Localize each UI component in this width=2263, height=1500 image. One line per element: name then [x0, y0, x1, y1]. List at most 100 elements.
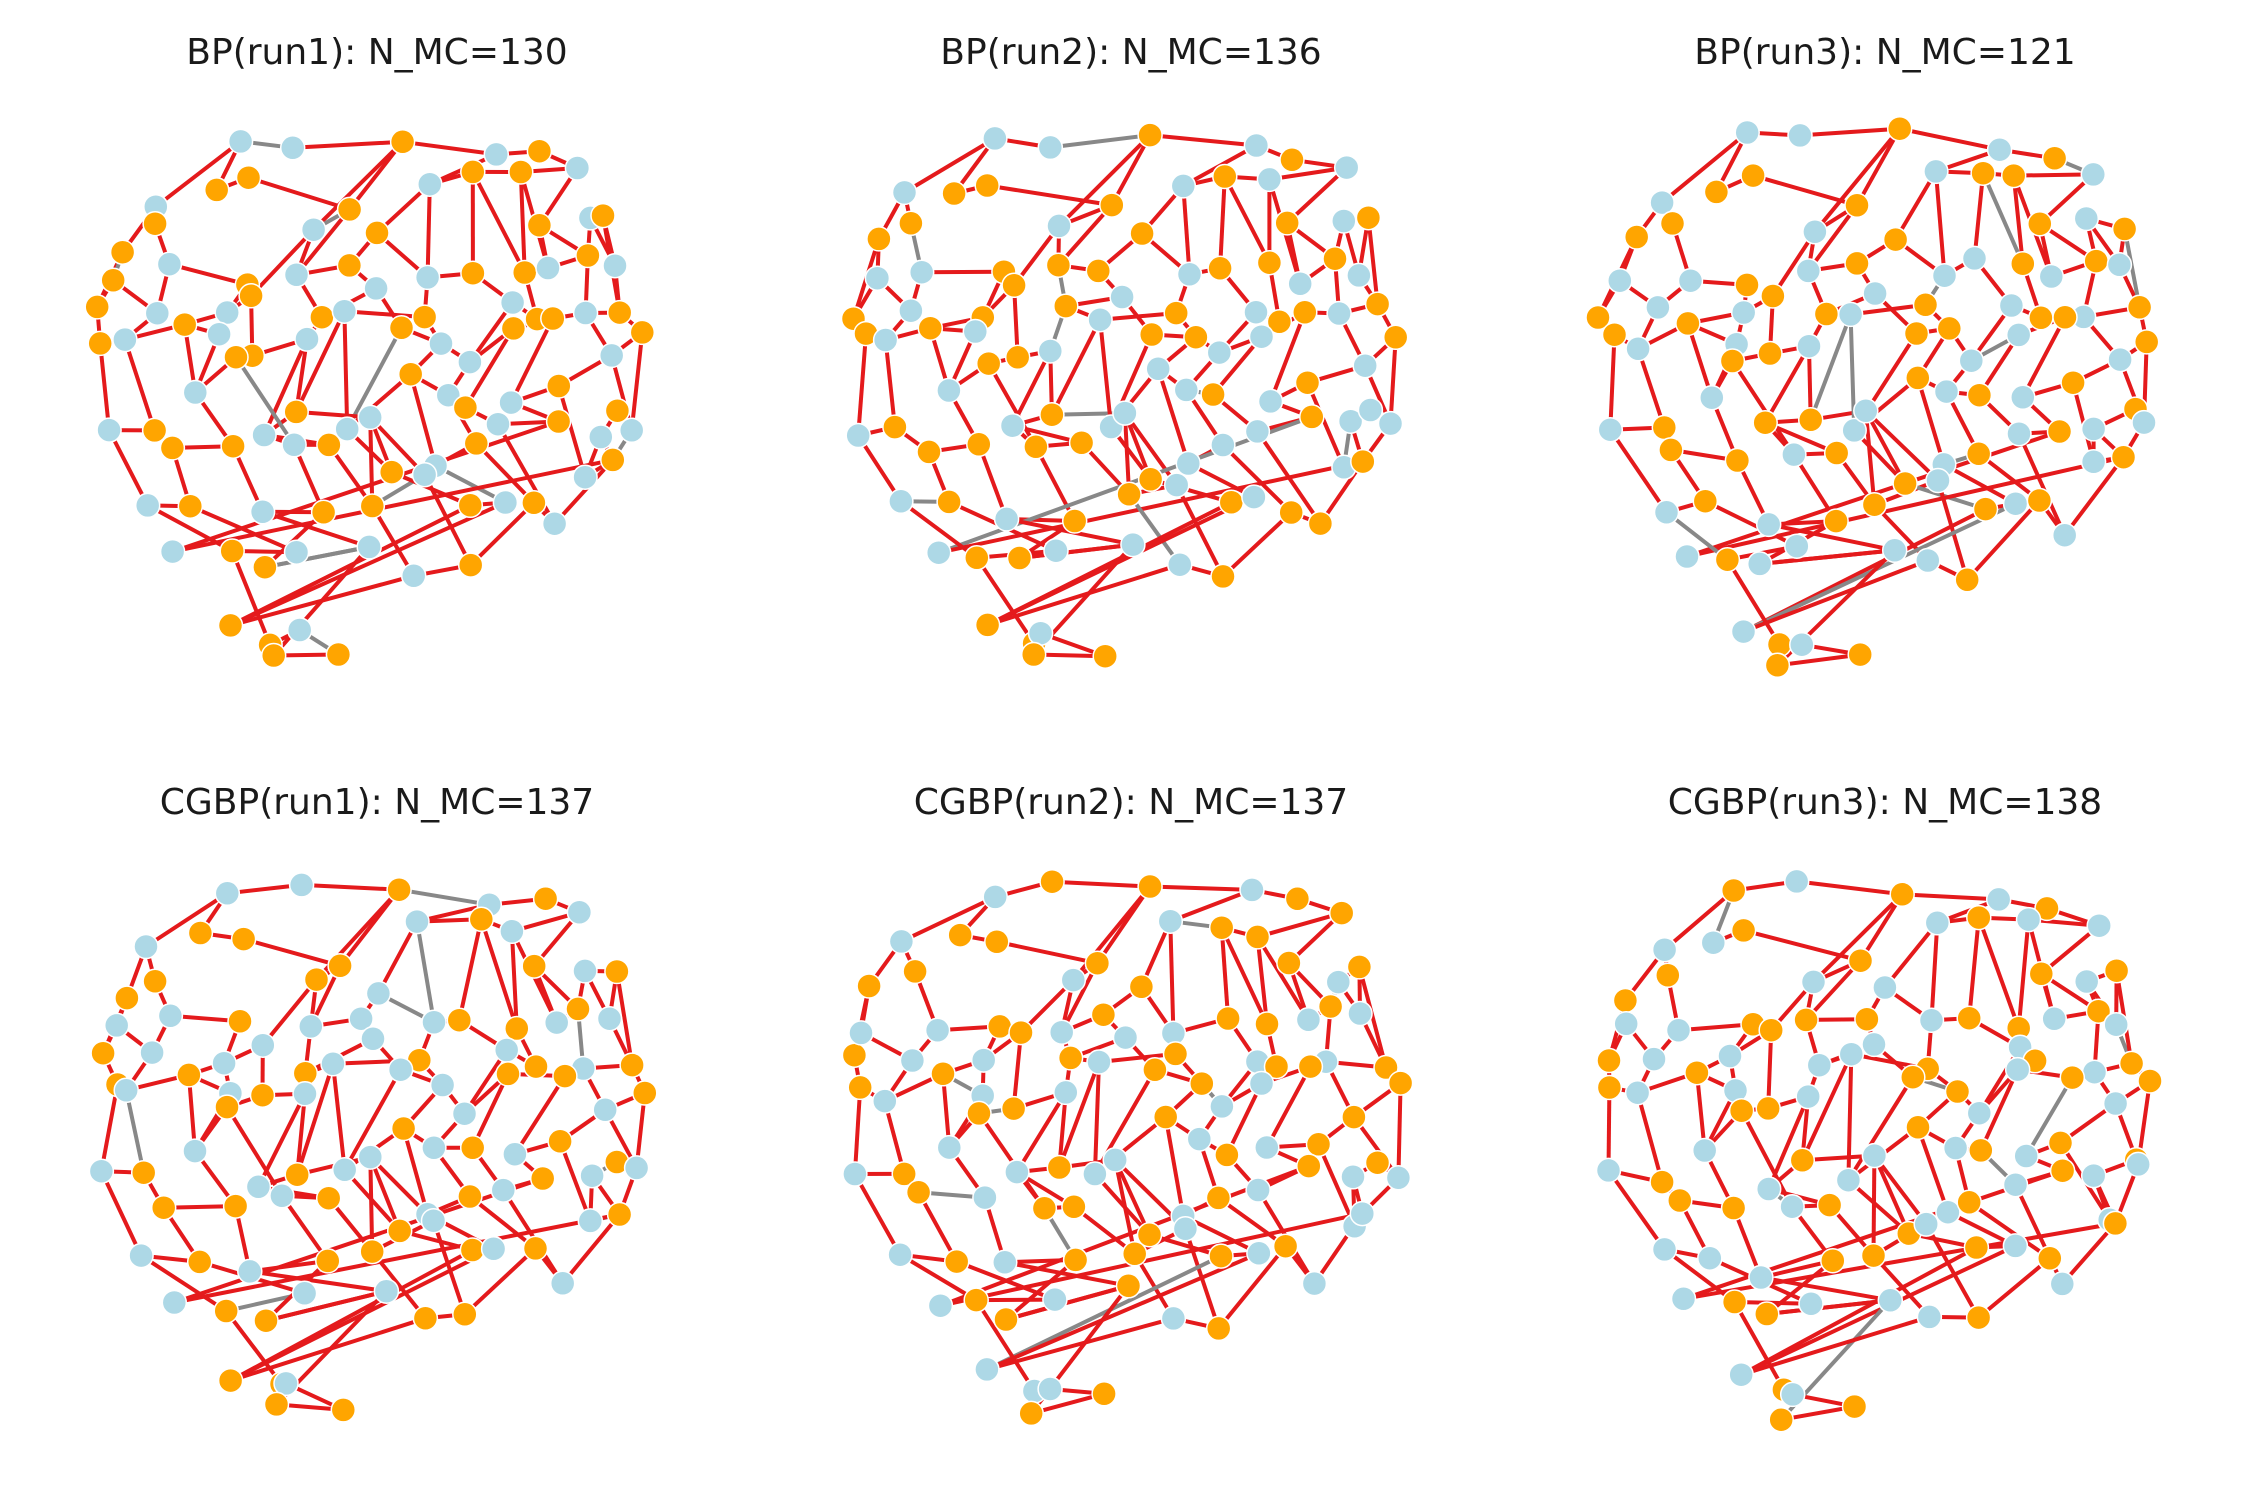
- node-lightblue: [365, 980, 392, 1007]
- node-lightblue: [237, 1258, 263, 1285]
- node-orange: [604, 958, 630, 985]
- node-lightblue: [1789, 631, 1815, 658]
- node-orange: [1256, 249, 1283, 276]
- node-orange: [1658, 437, 1684, 463]
- edge-matched: [975, 556, 1036, 645]
- node-orange: [1053, 293, 1079, 319]
- node-orange: [1860, 1242, 1887, 1269]
- node-orange: [1068, 430, 1095, 456]
- node-lightblue: [1245, 1177, 1271, 1203]
- edge-matched: [229, 573, 415, 628]
- node-orange: [1944, 1078, 1971, 1105]
- node-orange: [309, 304, 335, 330]
- node-orange: [1972, 496, 1999, 522]
- node-orange: [227, 1008, 253, 1035]
- node-lightblue: [1800, 969, 1827, 995]
- edge-matched: [1221, 443, 1293, 514]
- node-lightblue: [400, 563, 427, 589]
- edge-matched: [342, 1068, 403, 1171]
- node-lightblue: [1645, 294, 1671, 321]
- node-orange: [1861, 491, 1888, 518]
- edge-matched: [899, 499, 978, 560]
- node-lightblue: [1924, 910, 1951, 936]
- edge-matched: [1057, 133, 1152, 228]
- node-lightblue: [1145, 356, 1171, 382]
- edge-matched: [98, 343, 112, 431]
- node-orange: [546, 373, 572, 399]
- node-orange: [941, 180, 967, 207]
- node-lightblue: [1170, 173, 1197, 199]
- node-orange: [526, 138, 553, 164]
- node-lightblue: [286, 617, 313, 643]
- node-orange: [336, 196, 363, 223]
- node-orange: [2046, 418, 2073, 445]
- edge-matched: [1608, 334, 1617, 430]
- node-lightblue: [420, 1207, 447, 1234]
- node-orange: [565, 996, 591, 1022]
- edge-unmatched: [1127, 493, 1182, 566]
- edge-matched: [1057, 1061, 1101, 1169]
- node-lightblue: [2002, 1233, 2029, 1259]
- node-lightblue: [2080, 416, 2107, 442]
- node-lightblue: [2081, 1059, 2108, 1085]
- edge-matched: [408, 373, 438, 467]
- edge-matched: [468, 1194, 537, 1250]
- node-orange: [1764, 652, 1791, 679]
- node-lightblue: [134, 492, 161, 519]
- node-orange: [866, 226, 892, 252]
- node-lightblue: [1755, 1176, 1782, 1202]
- node-lightblue: [159, 538, 186, 565]
- node-lightblue: [156, 251, 183, 277]
- node-orange: [186, 1249, 213, 1275]
- node-orange: [459, 1237, 486, 1263]
- node-lightblue: [1186, 1126, 1213, 1152]
- node-orange: [606, 1201, 633, 1228]
- node-orange: [2010, 250, 2036, 277]
- node-orange: [2037, 1245, 2063, 1272]
- node-lightblue: [535, 255, 561, 281]
- node-lightblue: [404, 908, 430, 935]
- graph-cgbp-run1: [88, 872, 658, 1423]
- node-lightblue: [331, 298, 358, 324]
- node-lightblue: [2002, 490, 2029, 517]
- node-lightblue: [294, 326, 320, 352]
- edge-matched: [1977, 452, 2041, 503]
- node-lightblue: [2041, 1006, 2067, 1032]
- node-orange: [1296, 1153, 1322, 1179]
- node-orange: [214, 1094, 240, 1120]
- nodes: [841, 868, 1414, 1427]
- node-lightblue: [2002, 1171, 2029, 1198]
- node-orange: [252, 554, 278, 580]
- node-orange: [284, 1161, 310, 1188]
- node-orange: [1039, 401, 1065, 428]
- node-lightblue: [1377, 410, 1404, 437]
- node-lightblue: [283, 539, 310, 565]
- node-orange: [508, 159, 534, 185]
- node-lightblue: [493, 1037, 520, 1063]
- node-lightblue: [1160, 1305, 1187, 1332]
- edge-matched: [976, 443, 1009, 520]
- node-lightblue: [1730, 299, 1757, 326]
- panel-title: CGBP(run3): N_MC=138: [1667, 782, 2103, 823]
- node-orange: [1714, 546, 1741, 573]
- edge-matched: [986, 1316, 1174, 1372]
- node-orange: [1046, 1154, 1073, 1181]
- node-orange: [2049, 1157, 2076, 1184]
- edge-matched: [1796, 879, 1903, 897]
- node-lightblue: [1935, 1199, 1961, 1225]
- node-orange: [87, 330, 113, 357]
- node-orange: [1965, 441, 1992, 467]
- node-orange: [223, 344, 249, 370]
- node-lightblue: [1802, 219, 1828, 245]
- edge-matched: [1056, 203, 1114, 267]
- edge-matched: [144, 891, 229, 949]
- nodes: [840, 122, 1409, 669]
- node-orange: [1886, 115, 1913, 142]
- node-orange: [1382, 324, 1409, 351]
- edge-matched: [1218, 176, 1227, 269]
- node-lightblue: [1881, 537, 1908, 564]
- node-orange: [606, 299, 633, 326]
- node-orange: [495, 1061, 521, 1087]
- edge-matched: [1098, 1051, 1176, 1064]
- node-orange: [1847, 947, 1874, 974]
